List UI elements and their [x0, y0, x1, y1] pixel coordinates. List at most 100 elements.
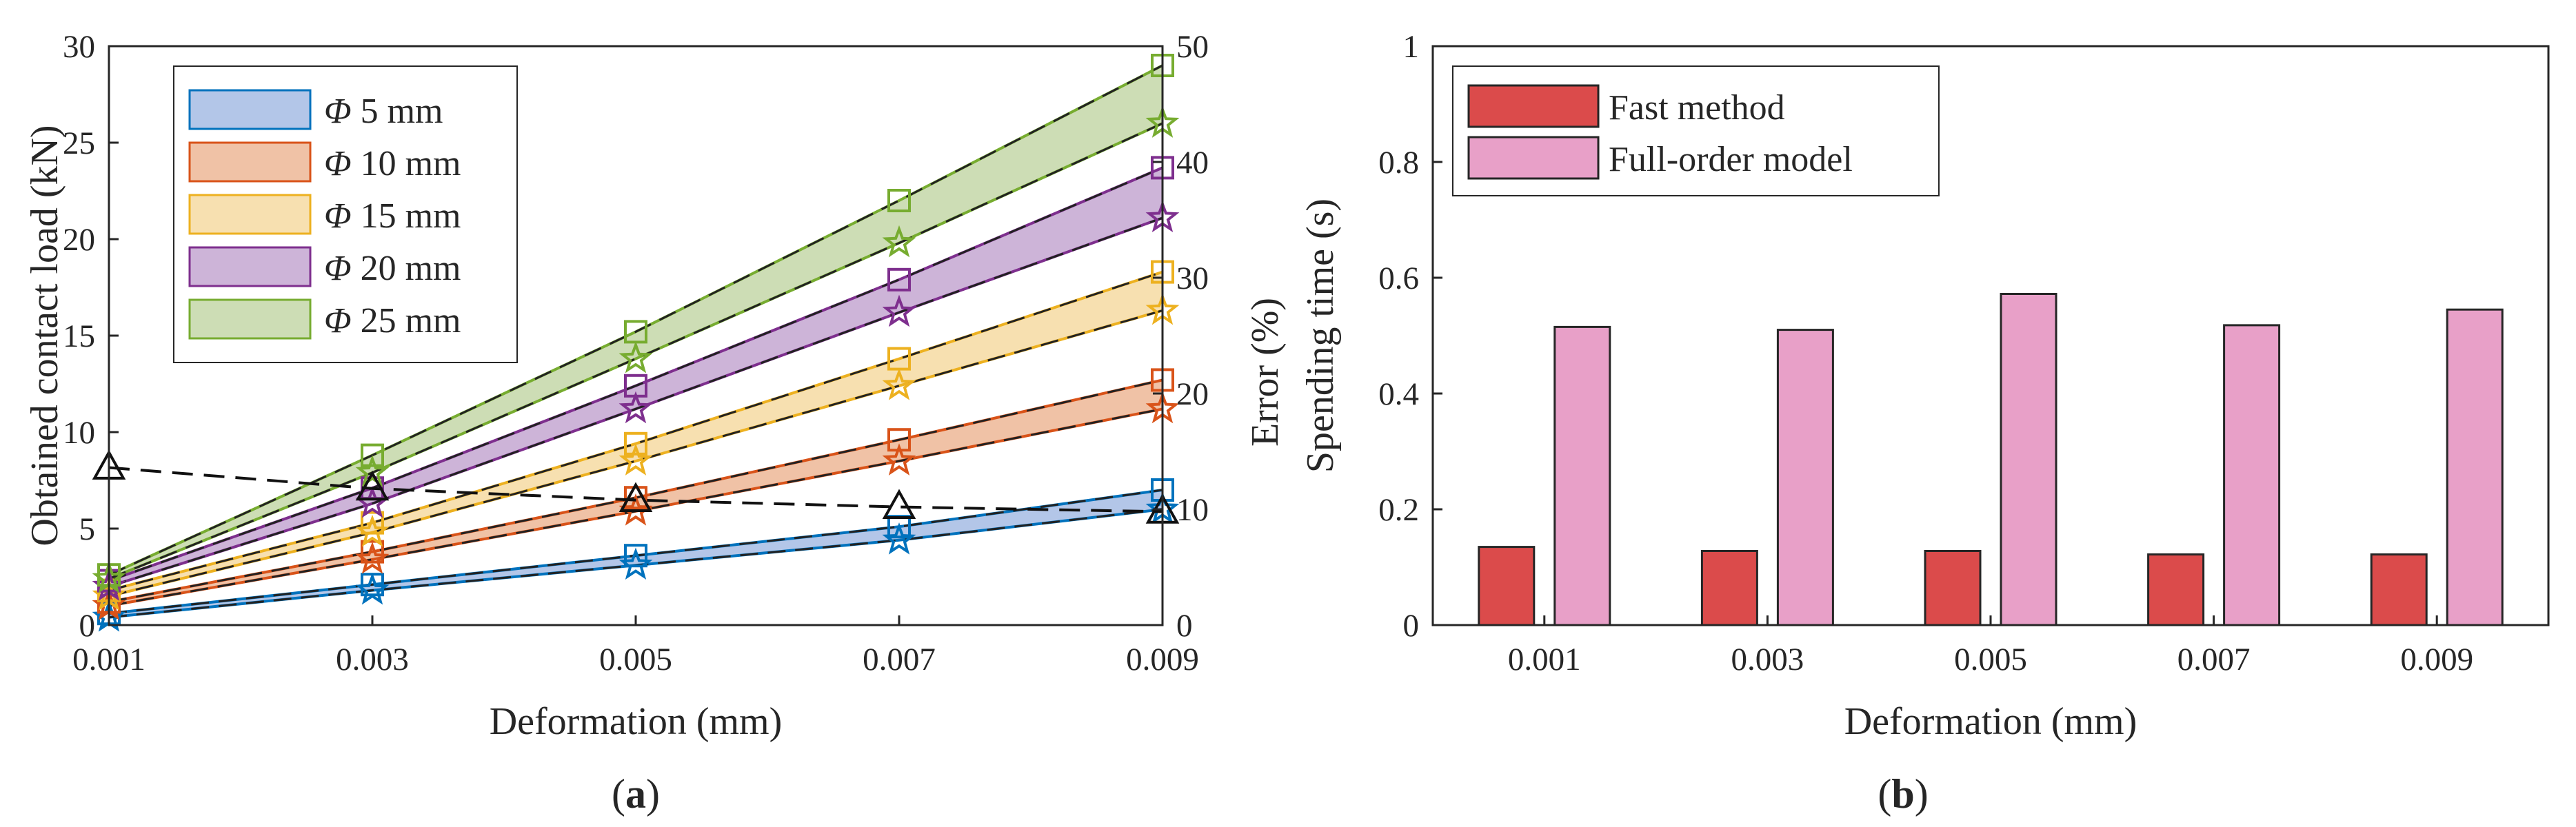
y-tick-label: 0.4: [1378, 376, 1419, 412]
square-marker: [361, 511, 384, 535]
chart-b-ticks: 0.001 0.003 0.005 0.007 0.009 0 0.2 0.4 0.6 0.8 1: [1378, 29, 2473, 677]
x-tick-label: 0.001: [72, 642, 145, 677]
star-marker: [355, 542, 390, 574]
legend-swatch: [188, 194, 312, 235]
square-marker: [887, 189, 911, 212]
x-tick-label: 0.009: [1126, 642, 1199, 677]
band-line-dashed: [108, 216, 1163, 588]
y2-tick-label: 50: [1176, 29, 1209, 65]
x-tick-label: 0.003: [336, 642, 409, 677]
bar: [2147, 553, 2205, 626]
star-marker: [882, 368, 916, 400]
y-tick-label: 1: [1403, 29, 1420, 65]
legend-item-phi5: Φ 5 mm: [188, 89, 443, 131]
legend-item-phi25: Φ 25 mm: [188, 298, 461, 340]
x-tick-label: 0.005: [599, 642, 672, 677]
star-marker: [618, 493, 653, 526]
legend-swatch: [188, 89, 312, 130]
chart-a-panel-letter: a: [625, 771, 646, 817]
y-tick-label: 0.6: [1378, 261, 1419, 296]
y-tick-label: 10: [63, 415, 95, 451]
chart-b-y-axis-label-inner: Spending time (s): [1299, 198, 1342, 473]
square-marker: [361, 443, 384, 467]
triangle-marker: [618, 482, 653, 512]
band-line-dashed: [108, 167, 1163, 582]
y-tick-label: 25: [63, 125, 95, 161]
legend-swatch: [188, 246, 312, 287]
star-marker: [355, 455, 390, 487]
chart-a-panel-label: (a): [612, 771, 660, 817]
triangle-marker: [882, 489, 916, 519]
star-marker: [618, 547, 653, 580]
legend-label: Φ 5 mm: [324, 92, 443, 131]
x-tick-label: 0.001: [1508, 642, 1581, 677]
bar: [1700, 550, 1758, 626]
legend-label: Φ 15 mm: [324, 196, 461, 236]
legend-label: Fast method: [1609, 88, 1785, 127]
x-tick-label: 0.005: [1954, 642, 2027, 677]
bar: [2000, 293, 2057, 626]
x-tick-label: 0.003: [1731, 642, 1804, 677]
star-marker: [355, 572, 390, 605]
chart-b: 0.001 0.003 0.005 0.007 0.00900.20.40.60.81 …: [1244, 29, 2550, 817]
band-line-dashed: [108, 64, 1163, 576]
star-marker: [618, 443, 653, 476]
star-marker: [882, 294, 916, 327]
chart-a-x-axis-label: Deformation (mm): [490, 700, 783, 743]
y2-tick-label: 20: [1176, 376, 1209, 412]
bar: [2223, 324, 2281, 626]
y2-tick-label: 10: [1176, 492, 1209, 528]
bar: [1776, 329, 1834, 626]
y2-tick-label: 40: [1176, 145, 1209, 181]
y-tick-label: 5: [79, 511, 96, 547]
error-line: [108, 466, 1163, 513]
star-marker: [882, 225, 916, 258]
bar: [1553, 325, 1611, 626]
square-marker: [361, 540, 384, 564]
legend-swatch: [188, 141, 312, 183]
y2-tick-label: 0: [1176, 608, 1193, 644]
star-marker: [618, 391, 653, 424]
chart-a-legend: Φ 5 mm Φ 10 mm Φ 15 mm Φ 20 mm Φ 25 mm: [173, 65, 518, 363]
legend-label: Φ 20 mm: [324, 249, 461, 288]
chart-a: 0.001 0.003 0.005 0.007 0.009051015202530010…: [23, 29, 1209, 817]
y-tick-label: 0: [79, 608, 96, 644]
chart-b-legend: Fast method Full-order model: [1452, 65, 1940, 196]
legend-item-fast-method: Fast method: [1467, 84, 1785, 128]
chart-a-y-axis-label: Obtained contact load (kN): [23, 125, 66, 546]
chart-b-panel-letter: b: [1891, 771, 1914, 817]
chart-b-y-axis-label-outer: Error (%): [1244, 298, 1287, 447]
square-marker: [624, 544, 647, 568]
band-line-dashed: [108, 309, 1163, 598]
star-marker: [618, 340, 653, 374]
y2-tick-label: 30: [1176, 261, 1209, 296]
x-tick-label: 0.009: [2400, 642, 2473, 677]
square-marker: [887, 267, 911, 292]
legend-swatch: [1467, 136, 1600, 180]
bar: [2446, 308, 2504, 626]
legend-item-full-order-model: Full-order model: [1467, 136, 1853, 180]
legend-item-phi10: Φ 10 mm: [188, 141, 461, 183]
triangle-marker: [355, 470, 390, 501]
y-tick-label: 30: [63, 29, 95, 65]
star-marker: [882, 522, 916, 555]
y-tick-label: 0: [1403, 608, 1420, 644]
y-tick-label: 20: [63, 222, 95, 258]
bar: [2370, 553, 2428, 626]
bar: [1924, 550, 1982, 626]
x-tick-label: 0.007: [863, 642, 936, 677]
band-line-dashed: [108, 489, 1163, 615]
star-marker: [355, 514, 390, 547]
chart-a-ticks: 0.001 0.003 0.005 0.007 0.009051015202530010…: [63, 29, 1209, 677]
square-marker: [624, 431, 647, 456]
chart-b-x-axis-label: Deformation (mm): [1844, 700, 2137, 743]
band-line-dashed: [108, 271, 1163, 592]
band-line-dashed: [108, 122, 1163, 580]
bar: [1478, 546, 1536, 626]
legend-swatch: [1467, 84, 1600, 128]
star-marker: [882, 443, 916, 476]
y-tick-label: 0.8: [1378, 145, 1419, 181]
legend-item-phi20: Φ 20 mm: [188, 246, 461, 288]
legend-label: Full-order model: [1609, 140, 1853, 179]
